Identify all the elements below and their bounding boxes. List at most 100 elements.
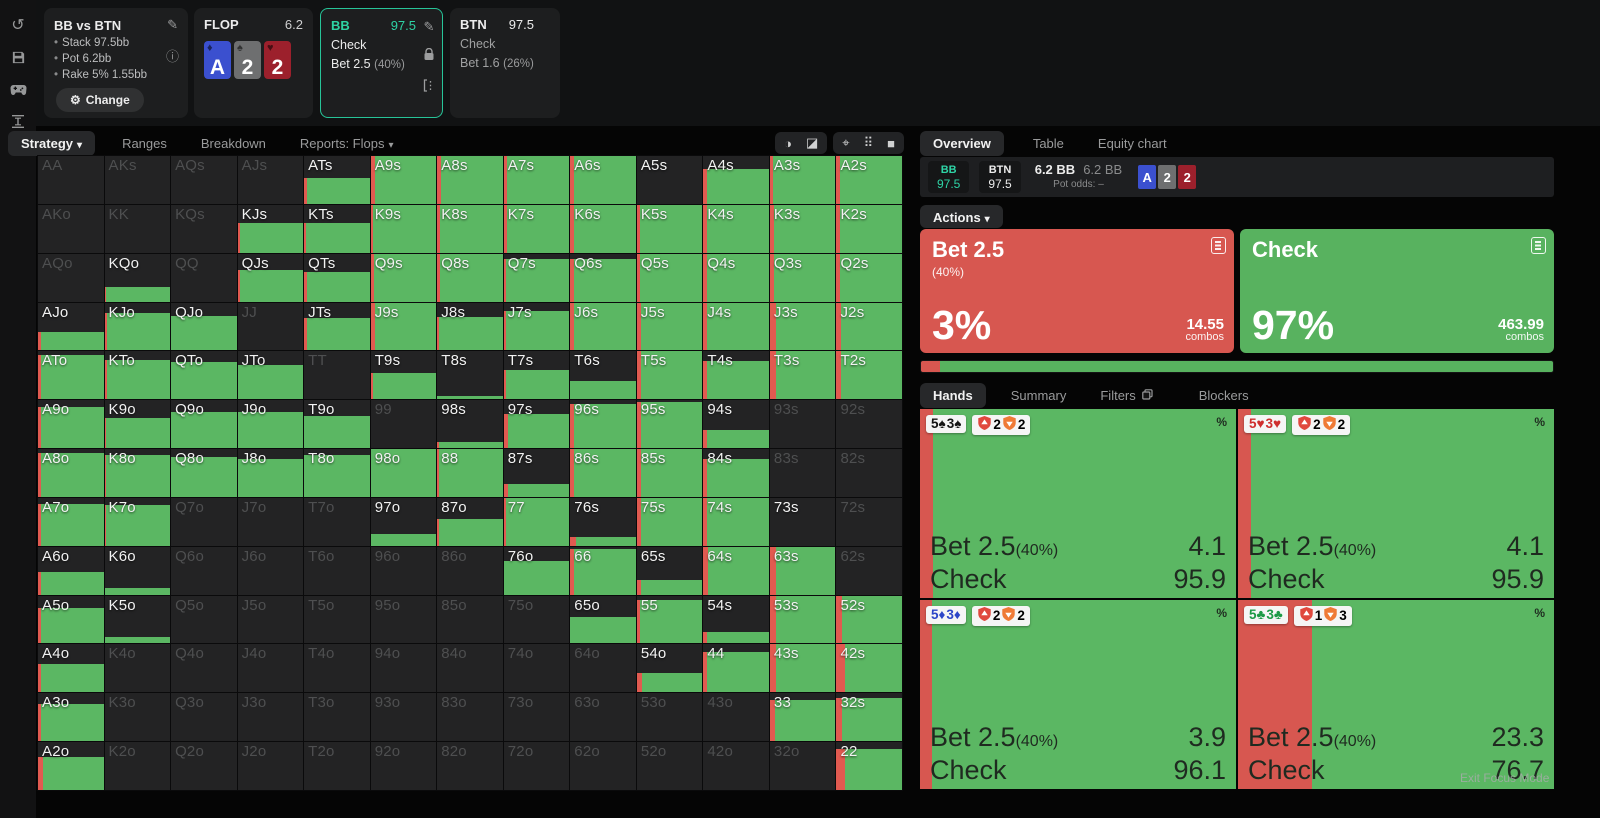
matrix-cell-A9o[interactable]: A9o bbox=[38, 400, 104, 449]
matrix-cell-A4s[interactable]: A4s bbox=[703, 156, 769, 204]
matrix-cell-72o[interactable]: 72o bbox=[503, 742, 570, 790]
matrix-cell-KK[interactable]: KK bbox=[104, 204, 171, 253]
matrix-cell-96o[interactable]: 96o bbox=[370, 546, 437, 595]
tab-breakdown[interactable]: Breakdown bbox=[200, 135, 266, 151]
matrix-cell-T4o[interactable]: T4o bbox=[304, 644, 370, 693]
matrix-cell-75s[interactable]: 75s bbox=[636, 497, 703, 546]
matrix-cell-55[interactable]: 55 bbox=[636, 595, 703, 644]
matrix-cell-94s[interactable]: 94s bbox=[703, 400, 769, 449]
matrix-cell-T2s[interactable]: T2s bbox=[836, 351, 902, 400]
action-card-bet[interactable]: Bet 2.5 (40%) 3% 14.55 combos bbox=[920, 229, 1234, 353]
matrix-cell-T8s[interactable]: T8s bbox=[437, 351, 503, 400]
matrix-cell-A6s[interactable]: A6s bbox=[570, 156, 636, 204]
matrix-cell-A3s[interactable]: A3s bbox=[769, 156, 836, 204]
matrix-cell-A8o[interactable]: A8o bbox=[38, 449, 104, 497]
matrix-cell-75o[interactable]: 75o bbox=[503, 595, 570, 644]
matrix-cell-JTo[interactable]: JTo bbox=[237, 351, 304, 400]
matrix-cell-94o[interactable]: 94o bbox=[370, 644, 437, 693]
matrix-cell-AQo[interactable]: AQo bbox=[38, 253, 104, 302]
matrix-cell-93o[interactable]: 93o bbox=[370, 693, 437, 742]
matrix-cell-QTs[interactable]: QTs bbox=[304, 253, 370, 302]
matrix-cell-J2s[interactable]: J2s bbox=[836, 302, 902, 351]
matrix-cell-76o[interactable]: 76o bbox=[503, 546, 570, 595]
hand-detail-card-5s3s[interactable]: 5♠ 3♠ 2 2% Bet 2.5(40%) 4.1 Check 95.9 bbox=[920, 409, 1236, 598]
matrix-cell-Q5o[interactable]: Q5o bbox=[171, 595, 237, 644]
tab-strategy[interactable]: Strategy ▾ bbox=[8, 130, 96, 156]
matrix-cell-T5s[interactable]: T5s bbox=[636, 351, 703, 400]
matrix-cell-K6s[interactable]: K6s bbox=[570, 204, 636, 253]
matrix-cell-J5s[interactable]: J5s bbox=[636, 302, 703, 351]
list-icon[interactable] bbox=[1211, 237, 1226, 254]
matrix-cell-Q3s[interactable]: Q3s bbox=[769, 253, 836, 302]
action-card-check[interactable]: Check 97% 463.99 combos bbox=[1240, 229, 1554, 353]
matrix-cell-76s[interactable]: 76s bbox=[570, 497, 636, 546]
matrix-cell-95o[interactable]: 95o bbox=[370, 595, 437, 644]
matrix-cell-Q7o[interactable]: Q7o bbox=[171, 497, 237, 546]
matrix-cell-32o[interactable]: 32o bbox=[769, 742, 836, 790]
matrix-cell-K7s[interactable]: K7s bbox=[503, 204, 570, 253]
matrix-cell-J4s[interactable]: J4s bbox=[703, 302, 769, 351]
matrix-cell-Q3o[interactable]: Q3o bbox=[171, 693, 237, 742]
matrix-cell-97s[interactable]: 97s bbox=[503, 400, 570, 449]
matrix-cell-K4o[interactable]: K4o bbox=[104, 644, 171, 693]
save-icon[interactable] bbox=[0, 42, 36, 72]
matrix-cell-AJo[interactable]: AJo bbox=[38, 302, 104, 351]
matrix-cell-K4s[interactable]: K4s bbox=[703, 204, 769, 253]
matrix-cell-83o[interactable]: 83o bbox=[437, 693, 503, 742]
matrix-cell-K7o[interactable]: K7o bbox=[104, 497, 171, 546]
matrix-cell-AJs[interactable]: AJs bbox=[237, 156, 304, 204]
matrix-cell-87s[interactable]: 87s bbox=[503, 449, 570, 497]
matrix-cell-32s[interactable]: 32s bbox=[836, 693, 902, 742]
matrix-cell-K5s[interactable]: K5s bbox=[636, 204, 703, 253]
matrix-cell-97o[interactable]: 97o bbox=[370, 497, 437, 546]
matrix-cell-K2s[interactable]: K2s bbox=[836, 204, 902, 253]
matrix-cell-84o[interactable]: 84o bbox=[437, 644, 503, 693]
matrix-cell-T9s[interactable]: T9s bbox=[370, 351, 437, 400]
matrix-cell-92o[interactable]: 92o bbox=[370, 742, 437, 790]
change-settings-button[interactable]: ⚙ Change bbox=[56, 88, 144, 112]
matrix-cell-83s[interactable]: 83s bbox=[769, 449, 836, 497]
matrix-cell-J4o[interactable]: J4o bbox=[237, 644, 304, 693]
matrix-cell-86s[interactable]: 86s bbox=[570, 449, 636, 497]
hand-detail-card-5c3c[interactable]: 5♣ 3♣ 1 3% Bet 2.5(40%) 23.3 Check 76.7 bbox=[1238, 600, 1554, 789]
matrix-cell-J7s[interactable]: J7s bbox=[503, 302, 570, 351]
list-icon[interactable] bbox=[1531, 237, 1546, 254]
matrix-cell-T8o[interactable]: T8o bbox=[304, 449, 370, 497]
contrast-view-icon[interactable]: ◪ bbox=[805, 135, 819, 150]
matrix-cell-A9s[interactable]: A9s bbox=[370, 156, 437, 204]
matrix-cell-44[interactable]: 44 bbox=[703, 644, 769, 693]
matrix-cell-66[interactable]: 66 bbox=[570, 546, 636, 595]
matrix-cell-ATs[interactable]: ATs bbox=[304, 156, 370, 204]
matrix-cell-Q7s[interactable]: Q7s bbox=[503, 253, 570, 302]
matrix-cell-T3s[interactable]: T3s bbox=[769, 351, 836, 400]
matrix-cell-77[interactable]: 77 bbox=[503, 497, 570, 546]
matrix-cell-Q9s[interactable]: Q9s bbox=[370, 253, 437, 302]
matrix-cell-JTs[interactable]: JTs bbox=[304, 302, 370, 351]
grid-dots-icon[interactable]: ⠿ bbox=[863, 135, 874, 150]
matrix-cell-22[interactable]: 22 bbox=[836, 742, 902, 790]
matrix-cell-98o[interactable]: 98o bbox=[370, 449, 437, 497]
matrix-cell-Q9o[interactable]: Q9o bbox=[171, 400, 237, 449]
tab-filters[interactable]: Filters bbox=[1087, 383, 1165, 408]
edit-node-icon[interactable]: ✎ bbox=[423, 19, 435, 34]
matrix-cell-T3o[interactable]: T3o bbox=[304, 693, 370, 742]
matrix-cell-88[interactable]: 88 bbox=[437, 449, 503, 497]
hero-position-chip[interactable]: BB 97.5 bbox=[928, 161, 970, 193]
hand-detail-card-5d3d[interactable]: 5♦ 3♦ 2 2% Bet 2.5(40%) 3.9 Check 96.1 bbox=[920, 600, 1236, 789]
matrix-cell-87o[interactable]: 87o bbox=[437, 497, 503, 546]
matrix-cell-KTs[interactable]: KTs bbox=[304, 204, 370, 253]
node-card-bb[interactable]: BB 97.5 Check Bet 2.5 (40%) ✎ bbox=[320, 8, 443, 118]
matrix-cell-63o[interactable]: 63o bbox=[570, 693, 636, 742]
matrix-cell-A7o[interactable]: A7o bbox=[38, 497, 104, 546]
matrix-cell-93s[interactable]: 93s bbox=[769, 400, 836, 449]
matrix-cell-A5s[interactable]: A5s bbox=[636, 156, 703, 204]
matrix-cell-82s[interactable]: 82s bbox=[836, 449, 902, 497]
matrix-cell-A4o[interactable]: A4o bbox=[38, 644, 104, 693]
matrix-cell-QTo[interactable]: QTo bbox=[171, 351, 237, 400]
matrix-cell-T2o[interactable]: T2o bbox=[304, 742, 370, 790]
matrix-cell-K9s[interactable]: K9s bbox=[370, 204, 437, 253]
matrix-cell-KQo[interactable]: KQo bbox=[104, 253, 171, 302]
matrix-cell-74s[interactable]: 74s bbox=[703, 497, 769, 546]
matrix-cell-63s[interactable]: 63s bbox=[769, 546, 836, 595]
matrix-cell-62o[interactable]: 62o bbox=[570, 742, 636, 790]
